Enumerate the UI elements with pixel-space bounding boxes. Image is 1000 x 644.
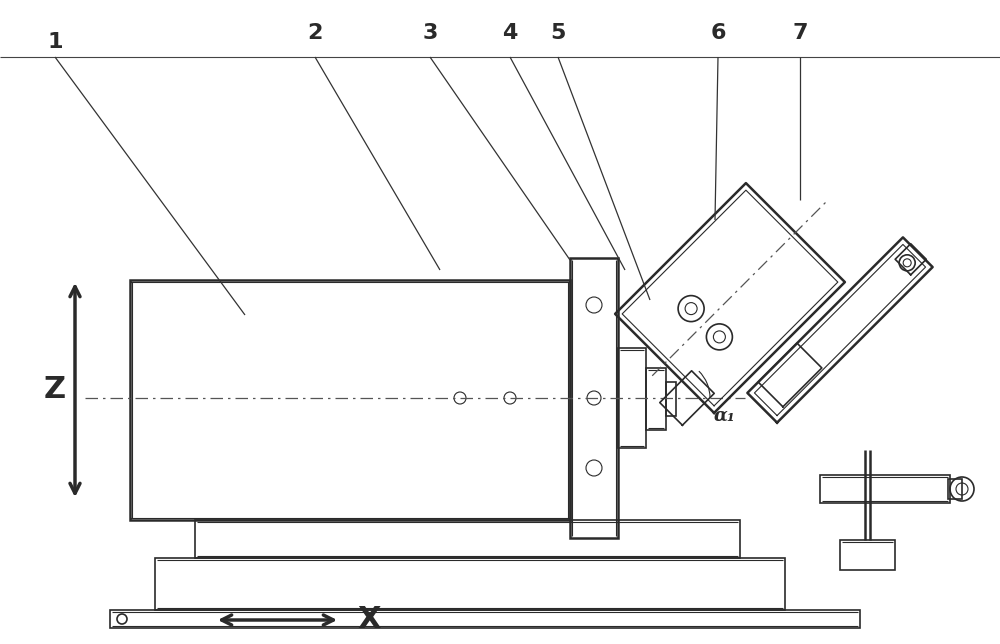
Text: X: X: [357, 605, 380, 634]
Text: 7: 7: [792, 23, 808, 43]
Bar: [948, 479, 962, 499]
Bar: [195, 520, 740, 558]
Text: 1: 1: [47, 32, 63, 52]
Text: α₁: α₁: [714, 407, 736, 425]
Bar: [820, 475, 950, 503]
Text: 2: 2: [307, 23, 323, 43]
Bar: [618, 348, 646, 448]
Bar: [155, 558, 785, 610]
Bar: [666, 382, 676, 416]
Bar: [646, 368, 666, 430]
Text: Z: Z: [44, 375, 66, 404]
Text: 6: 6: [710, 23, 726, 43]
Bar: [570, 258, 618, 538]
Bar: [110, 610, 860, 628]
Bar: [840, 540, 895, 570]
Bar: [130, 280, 570, 520]
Text: 4: 4: [502, 23, 518, 43]
Text: 5: 5: [550, 23, 566, 43]
Text: 3: 3: [422, 23, 438, 43]
